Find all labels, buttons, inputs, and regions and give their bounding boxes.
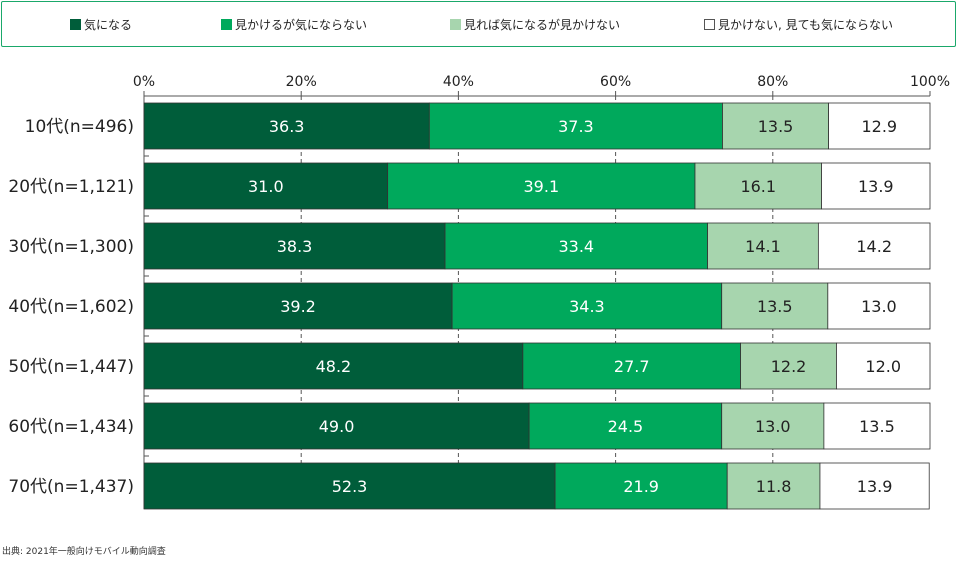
data-label: 14.1 xyxy=(745,237,781,256)
bar-segment xyxy=(143,162,389,210)
bar-segment xyxy=(143,222,446,270)
category-label: 30代(n=1,300) xyxy=(8,237,134,257)
data-label: 38.3 xyxy=(277,237,313,256)
legend-swatch-1 xyxy=(221,18,232,30)
stacked-bar-chart: 0% 20% 40% 60% 80% 100% 10代(n=496) 36.3 37.3 13.5… xyxy=(8,74,950,510)
bar-segment xyxy=(721,402,825,450)
category-label: 10代(n=496) xyxy=(25,117,134,137)
data-label: 16.1 xyxy=(740,177,776,196)
data-label: 24.5 xyxy=(608,417,644,436)
x-tick-label: 0% xyxy=(133,74,155,90)
x-tick-label: 80% xyxy=(757,74,788,90)
bar-segment xyxy=(143,402,530,450)
data-label: 13.9 xyxy=(857,477,893,496)
legend-item-2: 見れば気になるが見かけない xyxy=(450,16,620,32)
bar-segment xyxy=(451,282,723,330)
legend-label-0: 気になる xyxy=(84,17,133,32)
data-label: 33.4 xyxy=(558,237,594,256)
x-tick-label: 100% xyxy=(910,74,950,90)
category-label: 70代(n=1,437) xyxy=(8,477,134,497)
data-label: 34.3 xyxy=(569,297,605,316)
data-label: 13.0 xyxy=(861,297,897,316)
legend-item-3: 見かけない, 見ても気にならない xyxy=(704,16,893,32)
data-label: 27.7 xyxy=(614,357,650,376)
data-label: 39.1 xyxy=(524,177,560,196)
data-label: 52.3 xyxy=(332,477,368,496)
bar-segment xyxy=(821,162,931,210)
data-label: 12.9 xyxy=(861,117,897,136)
bar-segment xyxy=(836,342,931,390)
category-label: 60代(n=1,434) xyxy=(8,417,134,437)
bar-segment xyxy=(143,282,453,330)
bar-segment xyxy=(817,222,931,270)
legend-swatch-0 xyxy=(70,18,81,30)
category-label: 40代(n=1,602) xyxy=(8,297,134,317)
legend-item-1: 見かけるが気にならない xyxy=(221,16,367,32)
bar-segment xyxy=(143,102,430,150)
data-label: 39.2 xyxy=(280,297,316,316)
data-label: 11.8 xyxy=(756,477,792,496)
category-label: 20代(n=1,121) xyxy=(8,177,134,197)
bar-segment xyxy=(428,102,723,150)
bar-segment xyxy=(694,162,822,210)
legend-swatch-3 xyxy=(704,18,715,30)
legend-label-3: 見かけない, 見ても気にならない xyxy=(718,17,894,32)
bar-segment xyxy=(819,462,930,510)
bar-segment xyxy=(823,402,931,450)
bar-segment xyxy=(444,222,708,270)
bar-segment xyxy=(554,462,728,510)
data-label: 13.5 xyxy=(758,117,794,136)
x-tick-label: 60% xyxy=(600,74,631,90)
bar-segment xyxy=(387,162,696,210)
data-label: 13.9 xyxy=(858,177,894,196)
legend-label-2: 見れば気になるが見かけない xyxy=(464,17,621,32)
data-label: 12.0 xyxy=(865,357,901,376)
legend-item-0: 気になる xyxy=(70,16,132,32)
bar-segment xyxy=(827,282,931,330)
bar-segment xyxy=(740,342,837,390)
bar-segment xyxy=(707,222,819,270)
category-label: 50代(n=1,447) xyxy=(8,357,134,377)
data-label: 37.3 xyxy=(558,117,594,136)
data-label: 31.0 xyxy=(248,177,284,196)
data-label: 36.3 xyxy=(269,117,305,136)
data-label: 13.5 xyxy=(859,417,895,436)
data-label: 13.5 xyxy=(757,297,793,316)
x-tick-label: 40% xyxy=(443,74,474,90)
data-label: 49.0 xyxy=(319,417,355,436)
bar-segment xyxy=(726,462,821,510)
legend-swatch-2 xyxy=(450,18,461,30)
bar-segment xyxy=(828,102,931,150)
data-label: 21.9 xyxy=(623,477,659,496)
legend: 気になる 見かけるが気にならない 見れば気になるが見かけない 見かけない, 見て… xyxy=(1,1,956,47)
data-label: 14.2 xyxy=(856,237,892,256)
bar-segment xyxy=(721,282,829,330)
source-note: 出典: 2021年一般向けモバイル動向調査 xyxy=(2,547,166,557)
data-label: 13.0 xyxy=(755,417,791,436)
legend-label-1: 見かけるが気にならない xyxy=(235,17,368,32)
data-label: 12.2 xyxy=(771,357,807,376)
x-tick-label: 20% xyxy=(286,74,317,90)
bar-segment xyxy=(528,402,723,450)
bar-segment xyxy=(143,462,556,510)
data-label: 48.2 xyxy=(316,357,352,376)
